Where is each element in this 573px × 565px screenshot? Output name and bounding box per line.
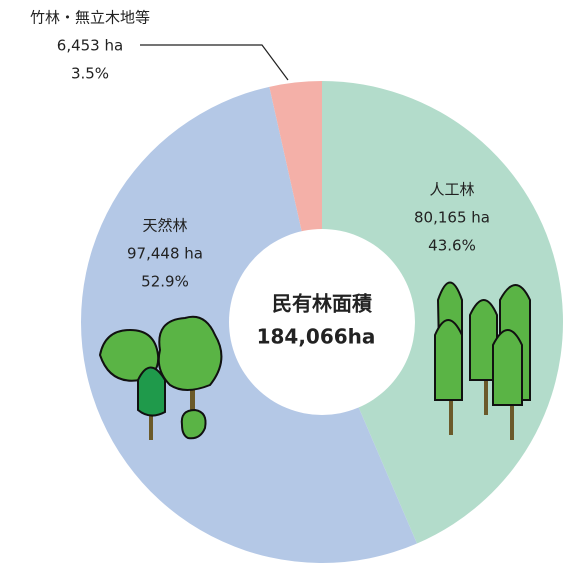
leader-line	[140, 44, 289, 81]
planted-trees	[434, 281, 531, 440]
value-label: 6,453 ha	[57, 37, 123, 55]
value-label: 80,165 ha	[414, 209, 490, 227]
value-label: 97,448 ha	[127, 245, 203, 263]
center-total: 184,066ha	[257, 325, 376, 349]
slice-label: 天然林	[142, 217, 187, 235]
center-title: 民有林面積	[272, 292, 373, 316]
donut-hole	[229, 229, 415, 415]
slice-label: 竹林・無立木地等	[30, 9, 150, 27]
slice-label: 人工林	[429, 181, 474, 199]
natural-trees	[98, 315, 223, 440]
percent-label: 3.5%	[71, 65, 109, 83]
percent-label: 52.9%	[141, 273, 189, 291]
percent-label: 43.6%	[428, 237, 476, 255]
